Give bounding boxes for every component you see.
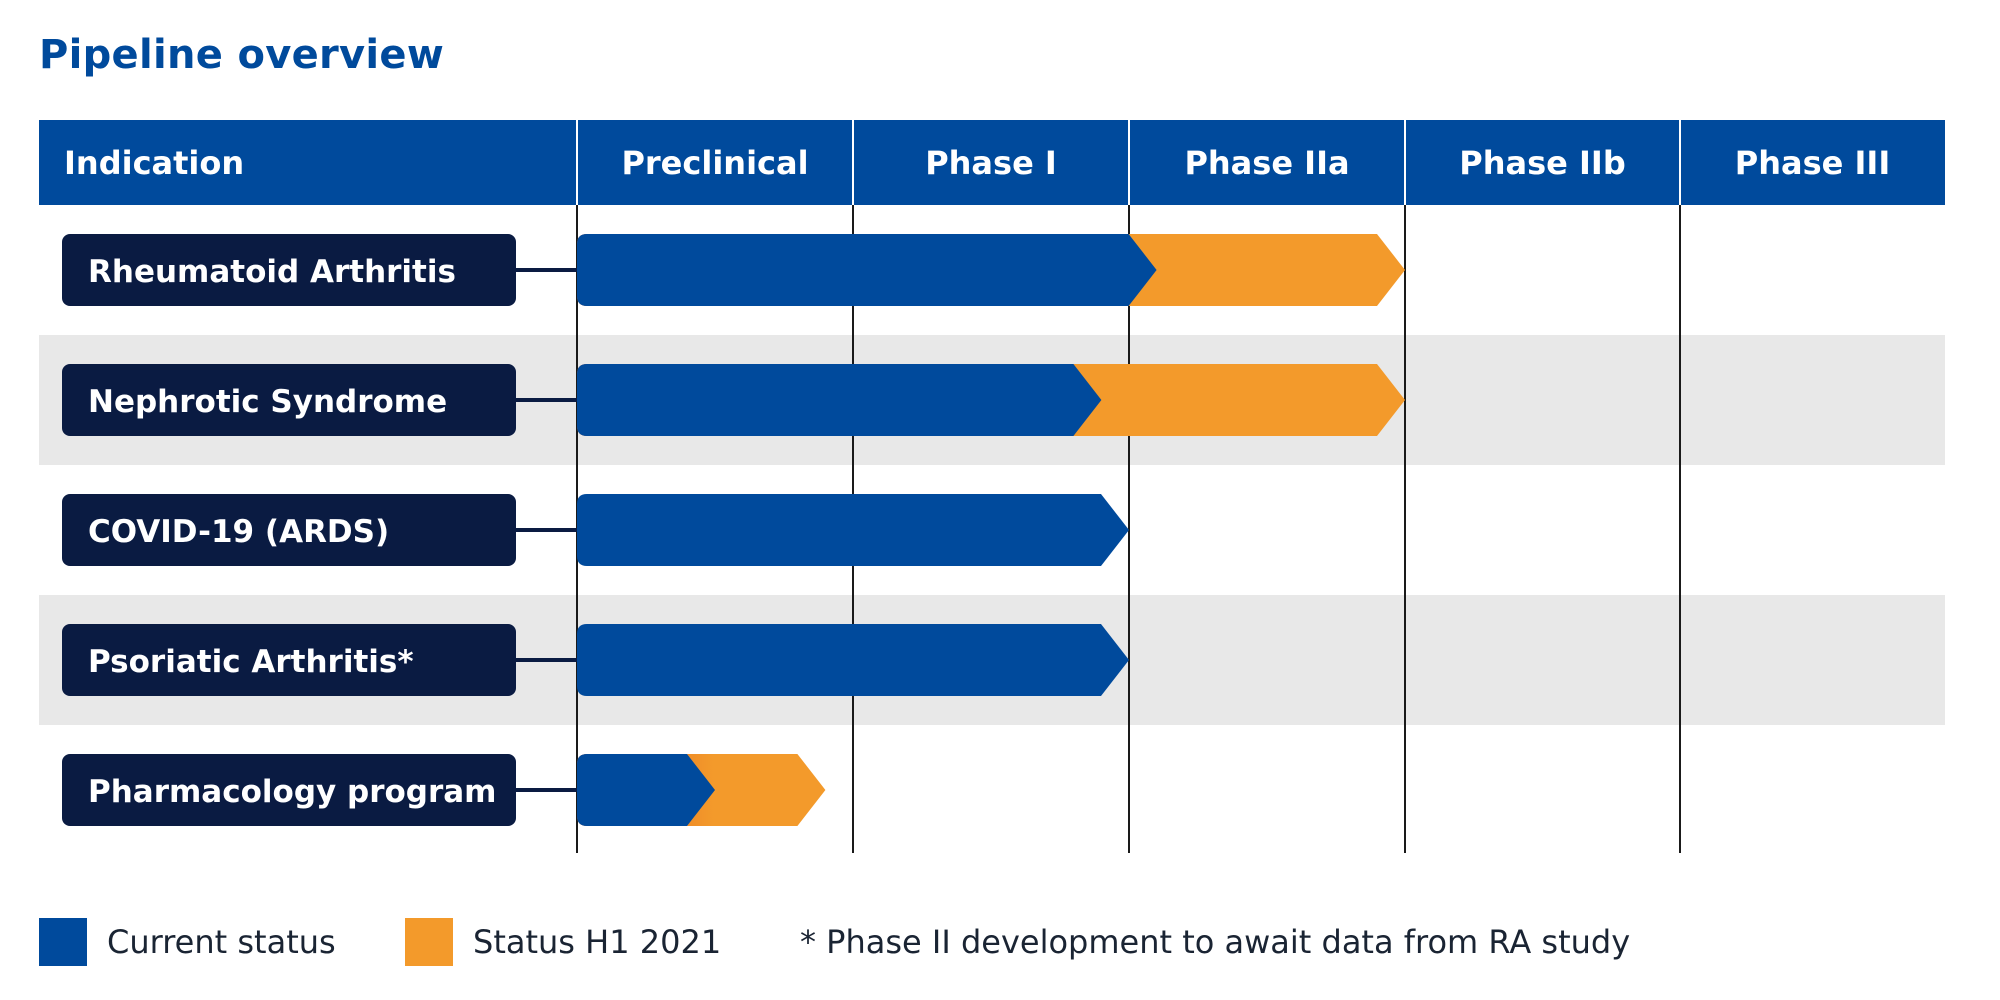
legend-current-label: Current status: [107, 923, 336, 961]
current-status-bar: [577, 624, 1129, 696]
indication-label-box: [62, 234, 516, 306]
indication-label-box: [62, 364, 516, 436]
legend-h1-2021: Status H1 2021: [405, 918, 721, 966]
indication-label: Rheumatoid Arthritis: [88, 254, 456, 290]
current-status-bar: [577, 364, 1102, 436]
indication-label-box: [62, 754, 516, 826]
indication-label-box: [62, 624, 516, 696]
chart-title: Pipeline overview: [39, 32, 445, 78]
legend-h1-2021-label: Status H1 2021: [473, 923, 722, 961]
indication-label: Pharmacology program: [88, 774, 496, 810]
stage-header: Preclinical: [621, 144, 808, 182]
header-background: [39, 120, 1945, 205]
header-indication: Indication: [64, 144, 244, 182]
stage-header: Phase I: [925, 144, 1057, 182]
indication-label: Psoriatic Arthritis*: [88, 644, 414, 680]
legend-current-swatch: [39, 918, 87, 966]
pipeline-rows: Rheumatoid Arthritis Nephrotic Syndrome CO…: [62, 234, 1405, 826]
legend-h1-2021-swatch: [405, 918, 453, 966]
stage-header: Phase IIa: [1184, 144, 1349, 182]
indication-label: Nephrotic Syndrome: [88, 384, 447, 420]
indication-label-box: [62, 494, 516, 566]
table-header: Indication Preclinical Phase I Phase IIa Pha…: [39, 120, 1945, 205]
footnote: * Phase II development to await data fro…: [800, 923, 1631, 961]
legend-current: Current status: [39, 918, 336, 966]
indication-label: COVID-19 (ARDS): [88, 514, 389, 550]
current-status-bar: [577, 234, 1157, 306]
stage-header: Phase IIb: [1459, 144, 1625, 182]
current-status-bar: [577, 754, 715, 826]
stage-header: Phase III: [1735, 144, 1890, 182]
current-status-bar: [577, 494, 1129, 566]
